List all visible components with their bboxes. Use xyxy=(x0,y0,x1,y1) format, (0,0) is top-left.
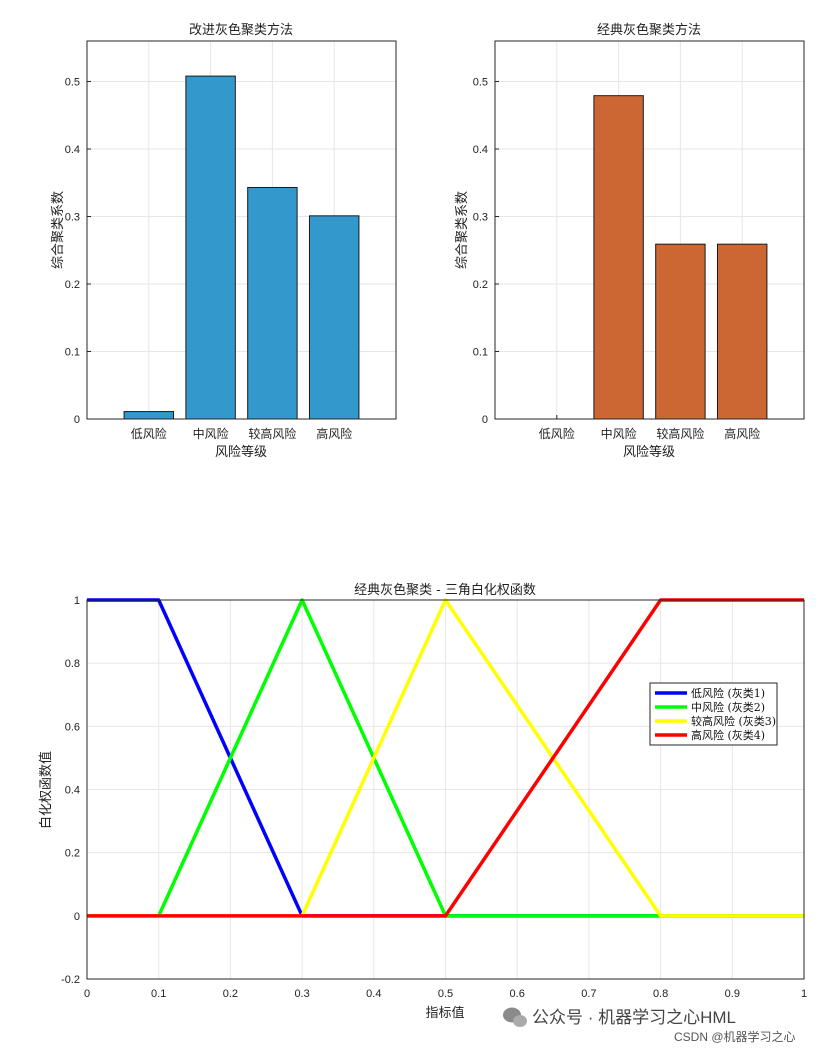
y-tick-label: 0.8 xyxy=(65,658,80,670)
x-tick-label: 0.7 xyxy=(581,988,596,1000)
x-tick-labels: 0 0.1 0.2 0.3 0.4 0.5 0.6 0.7 0.8 0.9 1 xyxy=(84,988,807,1000)
chart-title: 改进灰色聚类方法 xyxy=(189,22,293,38)
y-tick-label: 0.4 xyxy=(65,785,80,797)
legend: 低风险 (灰类1)中风险 (灰类2)较高风险 (灰类3)高风险 (灰类4) xyxy=(649,682,778,746)
x-tick-label: 较高风险 xyxy=(248,426,296,441)
axes-frame xyxy=(86,40,397,420)
y-axis-label: 综合聚类系数 xyxy=(51,191,66,269)
x-tick-label: 低风险 xyxy=(131,426,167,441)
x-tick-label: 低风险 xyxy=(539,426,575,441)
bar xyxy=(655,243,706,420)
bar xyxy=(716,243,768,420)
legend-entry: 低风险 (灰类1) xyxy=(691,686,765,700)
x-axis-label: 风险等级 xyxy=(623,444,675,460)
x-axis-label: 指标值 xyxy=(425,1005,464,1021)
x-tick-label: 0.6 xyxy=(510,988,525,1000)
line-chart-whitening: -0.2 0 0.2 0.4 0.6 0.8 1 0 0.1 0.2 0.3 0.4 0.5 0.6 0.… xyxy=(38,582,807,1021)
bar-chart-classic: 00.10.20.30.40.5 低风险 中风险 较高风险 高风险 经典灰色聚类方法 … xyxy=(455,22,805,460)
x-tick-label: 0 xyxy=(84,988,90,1000)
y-axis-label: 白化权函数值 xyxy=(38,751,54,829)
bar xyxy=(247,186,298,420)
legend-entry: 中风险 (灰类2) xyxy=(691,700,765,714)
y-tick-label: 0.4 xyxy=(473,144,488,156)
y-tick-label: 0.3 xyxy=(65,212,80,224)
bar xyxy=(123,411,175,420)
y-axis-label: 综合聚类系数 xyxy=(455,191,470,269)
x-tick-label: 0.5 xyxy=(438,988,453,1000)
y-tick-label: 0 xyxy=(74,414,80,426)
y-tick-labels: 0 0.1 0.2 0.3 0.4 0.5 xyxy=(65,77,80,427)
x-tick-label: 0.1 xyxy=(151,988,166,1000)
legend-entry: 高风险 (灰类4) xyxy=(691,728,765,742)
y-tick-label: 0.5 xyxy=(65,77,80,89)
legend-entry: 较高风险 (灰类3) xyxy=(691,714,776,728)
y-tick-label: 0.2 xyxy=(473,279,488,291)
y-tick-label: -0.2 xyxy=(61,974,80,986)
y-tick-labels: -0.2 0 0.2 0.4 0.6 0.8 1 xyxy=(61,595,80,986)
bars xyxy=(86,40,397,420)
x-axis-label: 风险等级 xyxy=(215,444,267,460)
wechat-logo-icon xyxy=(503,1007,527,1027)
x-tick-label: 0.9 xyxy=(725,988,740,1000)
x-tick-labels: 低风险 中风险 较高风险 高风险 xyxy=(131,426,352,441)
watermark: 公众号 · 机器学习之心HML CSDN @机器学习之心 xyxy=(503,1007,796,1044)
y-tick-label: 0.2 xyxy=(65,279,80,291)
chart-title: 经典灰色聚类方法 xyxy=(597,22,701,38)
bars xyxy=(494,40,805,420)
x-tick-label: 较高风险 xyxy=(656,426,704,441)
chart-title: 经典灰色聚类 - 三角白化权函数 xyxy=(354,582,536,598)
y-tick-label: 0.1 xyxy=(473,347,488,359)
x-tick-label: 中风险 xyxy=(193,426,229,441)
axes-frame xyxy=(494,40,805,420)
y-tick-label: 0 xyxy=(482,414,488,426)
x-tick-label: 中风险 xyxy=(601,426,637,441)
x-tick-label: 0.3 xyxy=(294,988,309,1000)
watermark-text: 公众号 · 机器学习之心HML xyxy=(532,1008,736,1027)
y-tick-label: 0.5 xyxy=(473,77,488,89)
x-tick-label: 0.4 xyxy=(366,988,381,1000)
y-tick-label: 0.4 xyxy=(65,144,80,156)
y-tick-label: 0.1 xyxy=(65,347,80,359)
x-tick-label: 0.8 xyxy=(653,988,668,1000)
x-tick-label: 0.2 xyxy=(223,988,238,1000)
x-tick-label: 高风险 xyxy=(316,426,352,441)
x-tick-label: 1 xyxy=(801,988,807,1000)
bar xyxy=(185,75,236,420)
series-lines xyxy=(86,598,805,980)
bar-chart-improved: 00.10.20.30.40.5 低风险 中风险 较高风险 高风险 改进灰色聚类方法 … xyxy=(51,22,397,460)
y-tick-label: 0 xyxy=(74,911,80,923)
x-tick-labels: 低风险 中风险 较高风险 高风险 xyxy=(539,426,760,441)
y-tick-label: 0.3 xyxy=(473,212,488,224)
x-tick-label: 高风险 xyxy=(724,426,760,441)
bar xyxy=(308,215,360,420)
csdn-watermark-text: CSDN @机器学习之心 xyxy=(674,1029,796,1044)
axes-frame xyxy=(86,599,805,980)
y-tick-label: 0.2 xyxy=(65,848,80,860)
y-tick-label: 0.6 xyxy=(65,721,80,733)
y-tick-labels: 0 0.1 0.2 0.3 0.4 0.5 xyxy=(473,77,488,427)
bar xyxy=(593,95,644,420)
y-tick-label: 1 xyxy=(74,595,80,607)
